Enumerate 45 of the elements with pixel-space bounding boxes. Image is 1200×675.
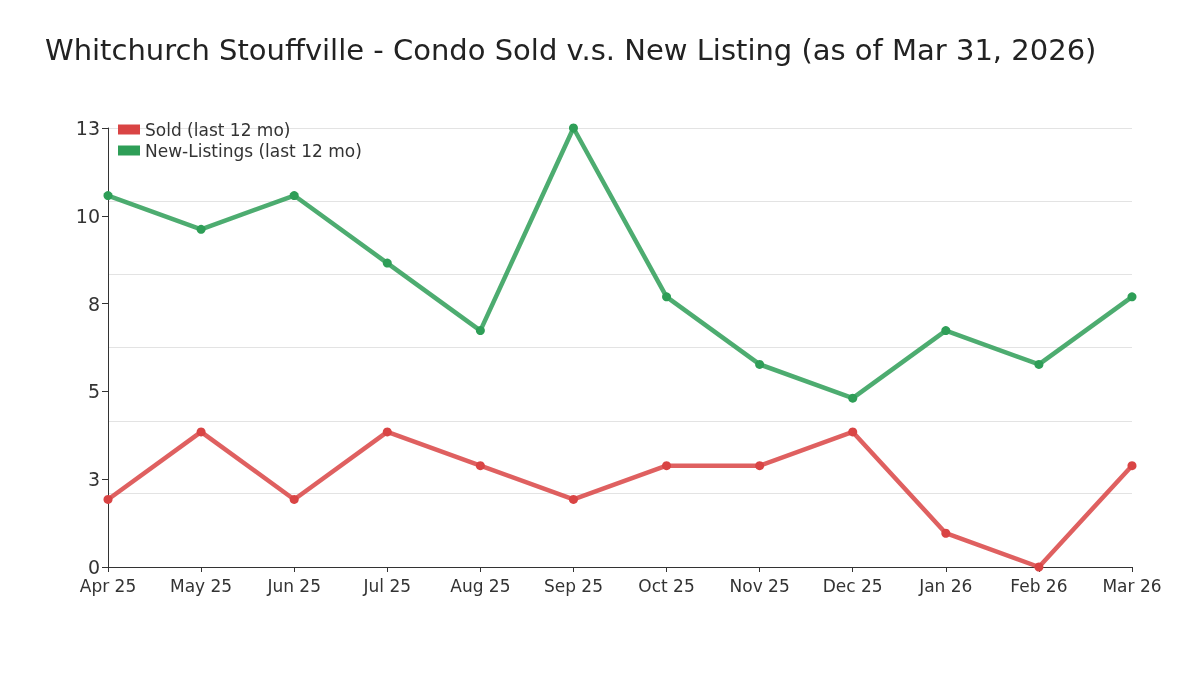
y-tick-label: 0 <box>87 556 100 578</box>
x-tick-label: Mar 26 <box>1102 575 1162 596</box>
point <box>755 359 765 369</box>
point <box>848 393 858 403</box>
point <box>1034 359 1044 369</box>
point <box>568 123 578 133</box>
point <box>196 427 206 437</box>
point <box>1127 461 1137 471</box>
point <box>662 461 672 471</box>
point <box>289 494 299 504</box>
point <box>382 258 392 268</box>
x-tick-label: Jan 26 <box>918 575 973 596</box>
point <box>103 191 113 201</box>
x-tick-label: May 25 <box>170 575 233 596</box>
point <box>662 292 672 302</box>
chart-title: Whitchurch Stouffville - Condo Sold v.s. New Listing (as of Mar 31, 2026) <box>45 32 1097 67</box>
x-tick-label: Feb 26 <box>1010 575 1068 596</box>
y-tick-label: 5 <box>87 380 100 403</box>
point <box>382 427 392 437</box>
x-tick-label: Oct 25 <box>638 575 695 596</box>
x-tick-label: Jun 25 <box>266 575 321 596</box>
point <box>1127 292 1137 302</box>
y-tick-label: 10 <box>75 204 100 227</box>
point <box>289 191 299 201</box>
x-tick-label: Dec 25 <box>822 575 883 596</box>
x-tick-label: Apr 25 <box>79 575 137 596</box>
y-tick-label: 3 <box>87 468 100 491</box>
legend-label: New-Listings (last 12 mo) <box>145 140 362 161</box>
point <box>196 224 206 234</box>
y-tick-label: 8 <box>87 292 100 315</box>
point <box>941 326 951 336</box>
point <box>755 461 765 471</box>
point <box>475 461 485 471</box>
x-tick-label: Aug 25 <box>450 575 511 596</box>
point <box>103 494 113 504</box>
point <box>941 528 951 538</box>
point <box>568 494 578 504</box>
x-tick-label: Nov 25 <box>729 575 790 596</box>
x-tick-label: Jul 25 <box>362 575 412 596</box>
point <box>848 427 858 437</box>
y-tick-label: 13 <box>75 117 100 139</box>
x-tick-label: Sep 25 <box>543 575 603 596</box>
point <box>475 326 485 336</box>
point <box>1034 562 1044 572</box>
legend-label: Sold (last 12 mo) <box>145 119 291 140</box>
